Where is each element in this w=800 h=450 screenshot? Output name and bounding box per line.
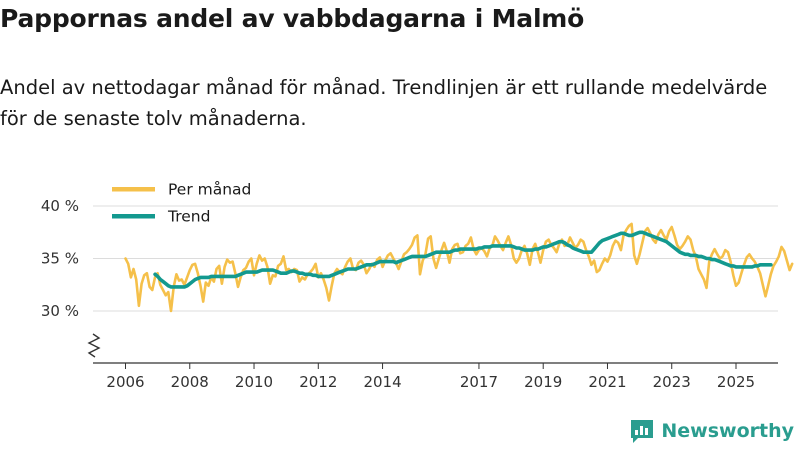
x-tick-label-2025: 2025 [717, 373, 755, 391]
legend-swatch-per-manad [112, 187, 155, 192]
x-tick-label-2010: 2010 [235, 373, 273, 391]
gridlines [93, 205, 778, 312]
x-tick-label-2012: 2012 [299, 373, 337, 391]
y-tick-label-35: 35 % [41, 250, 79, 268]
x-tick-label-2006: 2006 [106, 373, 144, 391]
newsworthy-logo-text: Newsworthy [661, 420, 794, 442]
axis-break-mark [87, 333, 101, 358]
y-tick-label-30: 30 % [41, 302, 79, 320]
legend-label-trend: Trend [167, 208, 210, 226]
x-tick-label-2021: 2021 [588, 373, 626, 391]
legend-swatch-trend [112, 214, 155, 219]
y-tick-label-40: 40 % [41, 197, 79, 215]
x-axis [87, 333, 778, 364]
legend-label-per-manad: Per månad [168, 181, 251, 199]
x-tick-label-2023: 2023 [653, 373, 691, 391]
chart-title: Pappornas andel av vabbdagarna i Malmö [0, 4, 585, 33]
x-tick-label-2017: 2017 [460, 373, 498, 391]
legend: Per månad Trend [112, 181, 251, 226]
series-line-trend [153, 230, 773, 289]
x-axis-ticks: 2006 2008 2010 2012 2014 2017 2019 2021 2023 2025 [106, 363, 755, 391]
x-tick-label-2008: 2008 [171, 373, 209, 391]
chart-subtitle: Andel av nettodagar månad för månad. Tre… [0, 76, 768, 130]
x-tick-label-2019: 2019 [524, 373, 562, 391]
newsworthy-logo-icon [631, 420, 654, 443]
y-axis-ticks: 30 % 35 % 40 % [41, 197, 79, 320]
newsworthy-logo: Newsworthy [629, 418, 794, 444]
x-tick-label-2014: 2014 [363, 373, 401, 391]
series-lines [124, 222, 794, 313]
series-line-per-manad [124, 222, 794, 313]
